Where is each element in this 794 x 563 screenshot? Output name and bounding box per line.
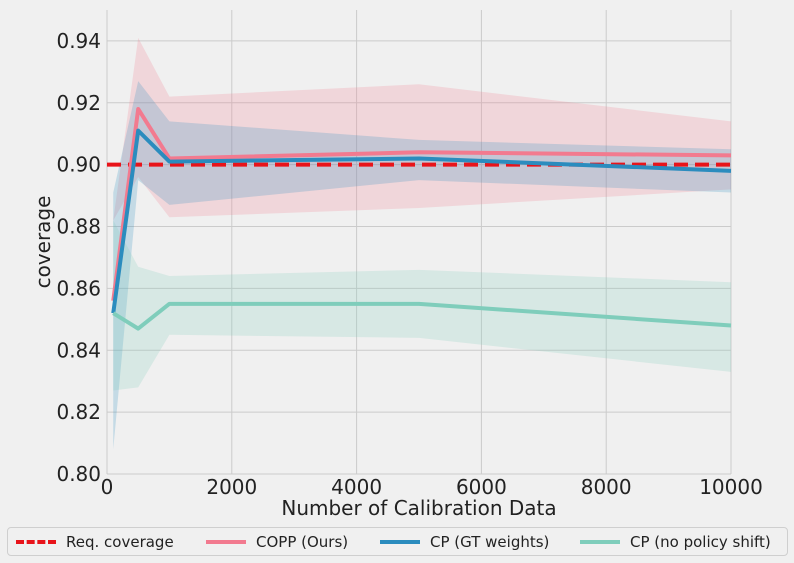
confidence-band-1 — [113, 81, 732, 450]
series-lines — [107, 106, 732, 331]
y-tick-label: 0.94 — [56, 29, 101, 53]
confidence-bands — [113, 37, 732, 450]
series-line-1 — [111, 128, 732, 314]
y-tick-label: 0.92 — [56, 91, 101, 115]
legend-label: COPP (Ours) — [256, 532, 349, 551]
y-tick-label: 0.88 — [56, 215, 101, 239]
legend-item-copp: COPP (Ours) — [206, 528, 348, 555]
legend-label: Req. coverage — [66, 532, 174, 551]
legend: Req. coverage COPP (Ours) CP (GT weights… — [7, 527, 788, 556]
legend-swatch-copp — [206, 539, 246, 544]
series-line-2 — [112, 301, 732, 331]
legend-label: CP (GT weights) — [430, 532, 550, 551]
series-line-0 — [111, 106, 732, 302]
legend-label: CP (no policy shift) — [630, 532, 771, 551]
y-tick-label: 0.84 — [56, 338, 101, 362]
legend-swatch-req-coverage — [16, 539, 56, 544]
x-tick-label: 10000 — [699, 475, 763, 499]
y-tick-label: 0.90 — [56, 153, 101, 177]
x-tick-label: 4000 — [331, 475, 382, 499]
y-tick-labels: 0.80 0.82 0.84 0.86 0.88 0.90 0.92 0.94 — [56, 29, 101, 486]
legend-swatch-cp-gt — [380, 539, 420, 544]
legend-item-cp-gt: CP (GT weights) — [380, 528, 549, 555]
x-tick-label: 2000 — [206, 475, 257, 499]
x-tick-label: 6000 — [456, 475, 507, 499]
coverage-chart: 0 2000 4000 6000 8000 10000 0.800.820.840.860… — [31, 10, 763, 520]
confidence-band-0 — [113, 37, 732, 221]
y-tick-label: 0.80 — [56, 462, 101, 486]
y-tick-label: 0.86 — [56, 276, 101, 300]
legend-item-req-coverage: Req. coverage — [16, 528, 174, 555]
x-axis-label: Number of Calibration Data — [281, 496, 556, 520]
x-tick-label: 8000 — [581, 475, 632, 499]
legend-item-cp-no-shift: CP (no policy shift) — [580, 528, 771, 555]
legend-swatch-cp-no-shift — [580, 539, 620, 544]
y-axis-label: coverage — [31, 196, 55, 289]
x-tick-label: 0 — [101, 475, 114, 499]
x-tick-labels: 0 2000 4000 6000 8000 10000 — [101, 475, 763, 499]
y-tick-label: 0.82 — [56, 400, 101, 424]
grid — [106, 10, 732, 475]
